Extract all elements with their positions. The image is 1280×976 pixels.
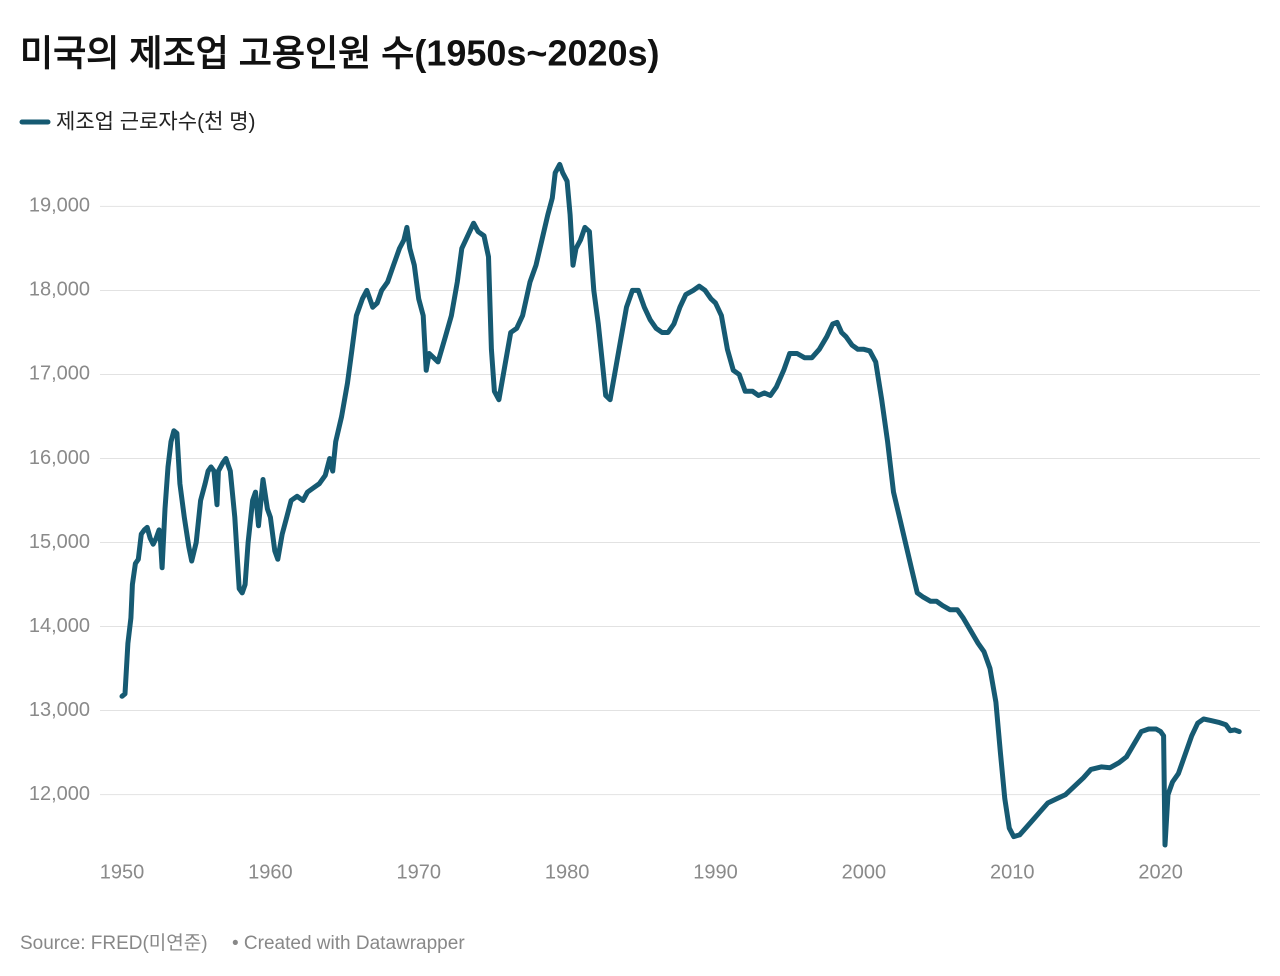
y-tick-label: 15,000 [29,531,90,553]
y-tick-label: 16,000 [29,447,90,469]
y-tick-label: 19,000 [29,195,90,217]
credit: • Created with Datawrapper [232,933,465,954]
x-tick-label: 2020 [1138,861,1183,883]
x-tick-label: 1970 [396,861,441,883]
chart-title: 미국의 제조업 고용인원 수(1950s~2020s) [20,33,660,74]
x-tick-label: 2000 [842,861,887,883]
y-tick-label: 13,000 [29,699,90,721]
y-tick-label: 14,000 [29,615,90,637]
source: Source: FRED(미연준) [20,932,208,954]
x-tick-label: 1950 [100,861,145,883]
data-line [119,161,1242,848]
x-tick-label: 2010 [990,861,1035,883]
y-tick-label: 17,000 [29,363,90,385]
y-tick-label: 12,000 [29,783,90,805]
x-tick-label: 1980 [545,861,590,883]
y-tick-label: 18,000 [29,279,90,301]
x-tick-label: 1990 [693,861,738,883]
x-tick-label: 1960 [248,861,293,883]
legend-label: 제조업 근로자수(천 명) [56,111,256,134]
